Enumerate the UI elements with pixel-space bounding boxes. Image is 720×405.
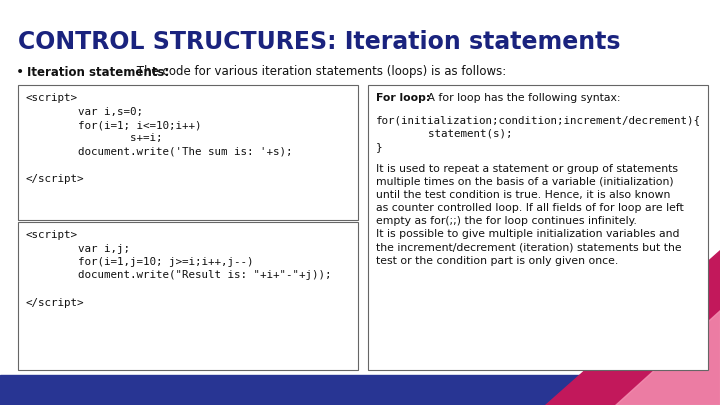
Text: var i,s=0;: var i,s=0;: [26, 107, 143, 117]
Text: A for loop has the following syntax:: A for loop has the following syntax:: [424, 93, 621, 103]
Text: <script>: <script>: [26, 230, 78, 240]
Text: For loop:: For loop:: [376, 93, 431, 103]
Text: It is used to repeat a statement or group of statements: It is used to repeat a statement or grou…: [376, 164, 678, 173]
Text: test or the condition part is only given once.: test or the condition part is only given…: [376, 256, 618, 266]
Polygon shape: [545, 250, 720, 405]
Text: The code for various iteration statements (loops) is as follows:: The code for various iteration statement…: [133, 66, 506, 79]
Text: It is possible to give multiple initialization variables and: It is possible to give multiple initiali…: [376, 230, 680, 239]
Text: CONTROL STRUCTURES: Iteration statements: CONTROL STRUCTURES: Iteration statements: [18, 30, 621, 54]
Text: multiple times on the basis of a variable (initialization): multiple times on the basis of a variabl…: [376, 177, 674, 187]
Text: for(initialization;condition;increment/decrement){: for(initialization;condition;increment/d…: [376, 115, 701, 125]
Bar: [18, 222, 358, 370]
Text: var i,j;: var i,j;: [26, 243, 130, 254]
Text: empty as for(;;) the for loop continues infinitely.: empty as for(;;) the for loop continues …: [376, 216, 637, 226]
Bar: [0, 375, 720, 405]
Text: <script>: <script>: [26, 93, 78, 103]
Text: document.write("Result is: "+i+"-"+j));: document.write("Result is: "+i+"-"+j));: [26, 271, 331, 281]
Text: for(i=1,j=10; j>=i;i++,j--): for(i=1,j=10; j>=i;i++,j--): [26, 257, 253, 267]
Text: statement(s);: statement(s);: [376, 128, 513, 139]
Text: s+=i;: s+=i;: [26, 134, 163, 143]
Text: Iteration statements:: Iteration statements:: [27, 66, 169, 79]
Text: the increment/decrement (iteration) statements but the: the increment/decrement (iteration) stat…: [376, 243, 682, 253]
Text: document.write('The sum is: '+s);: document.write('The sum is: '+s);: [26, 147, 292, 157]
Text: </script>: </script>: [26, 298, 84, 307]
Text: </script>: </script>: [26, 174, 84, 184]
Text: •: •: [16, 65, 24, 79]
Text: as counter controlled loop. If all fields of for loop are left: as counter controlled loop. If all field…: [376, 203, 684, 213]
Bar: [18, 85, 358, 220]
Text: for(i=1; i<=10;i++): for(i=1; i<=10;i++): [26, 120, 202, 130]
Text: until the test condition is true. Hence, it is also known: until the test condition is true. Hence,…: [376, 190, 670, 200]
Polygon shape: [615, 310, 720, 405]
Bar: [368, 85, 708, 370]
Text: }: }: [376, 142, 382, 152]
